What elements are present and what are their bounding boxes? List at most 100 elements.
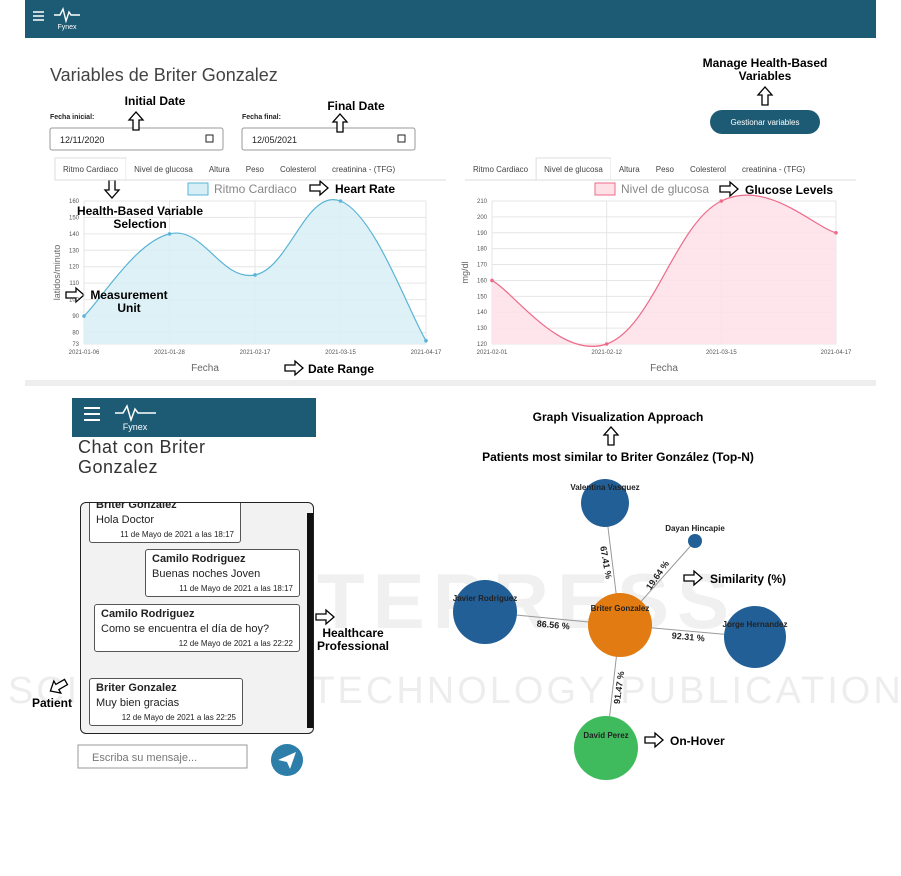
node-label: Javier Rodriguez [453,594,517,603]
chat-message: Camilo Rodriguez Buenas noches Joven 11 de… [145,549,300,597]
message-sender: Briter Gonzalez [96,682,177,694]
tab[interactable] [324,158,404,180]
tab-label[interactable]: Peso [246,165,265,174]
y-tick-label: 130 [69,248,80,254]
calendar-icon[interactable] [397,134,406,143]
area [492,195,836,347]
point [834,230,838,235]
x-axis-label: Fecha [650,363,678,374]
graph-node[interactable] [588,593,652,657]
tab-label[interactable]: Nivel de glucosa [544,165,603,174]
date-value: 12/11/2020 [60,135,104,145]
y-tick-label: 120 [69,265,80,271]
y-tick-label: 190 [477,231,488,237]
tab-label[interactable]: Altura [619,165,640,174]
legend-swatch [187,182,209,196]
tab-label[interactable]: Colesterol [280,165,316,174]
tab-label[interactable]: Nivel de glucosa [134,165,193,174]
y-axis-label: mg/dl [460,261,470,283]
point [424,338,428,343]
legend-label: Nivel de glucosa [621,182,709,196]
node-label: Dayan Hincapie [665,524,725,533]
tab[interactable] [734,158,814,180]
tab[interactable] [681,158,734,180]
arrow-icon [49,678,69,694]
logo-icon [115,404,156,423]
annotation: Date Range [308,362,374,376]
tab[interactable] [465,158,537,180]
graph-node[interactable] [453,580,517,644]
graph-node[interactable] [574,716,638,780]
y-tick-label: 210 [477,199,488,205]
menu-icon[interactable] [84,407,100,421]
annotation: Initial Date [125,94,186,108]
y-tick-label: 80 [72,330,79,336]
message-sender: Briter Gonzalez [96,502,177,511]
node-label: Valentina Vasquez [570,483,639,492]
x-tick-label: 2021-02-01 [477,350,508,356]
line [83,198,427,342]
message-input[interactable] [77,744,248,769]
annotation: Healthcare Professional [316,626,390,653]
calendar-icon[interactable] [205,134,214,143]
line [491,194,837,347]
manage-button[interactable] [710,110,820,134]
date-input[interactable] [241,127,416,151]
tab[interactable] [271,158,324,180]
x-tick-label: 2021-03-15 [706,350,737,356]
tab[interactable] [610,158,648,180]
button-label[interactable]: Gestionar variables [731,118,800,127]
x-tick-label: 2021-01-28 [154,350,185,356]
menu-icon[interactable] [33,11,44,21]
tab-label[interactable]: Colesterol [690,165,726,174]
message-time: 11 de Mayo de 2021 a las 18:17 [120,530,234,539]
tab[interactable] [200,158,238,180]
arrow-icon [65,286,85,304]
graph-node[interactable] [581,479,629,527]
annotation: Similarity (%) [710,572,786,586]
point [719,199,724,203]
tab-label[interactable]: creatinina - (TFG) [742,165,805,174]
tab-label[interactable]: Altura [209,165,230,174]
edge-label: 91.47 % [612,671,626,705]
annotation: Patient [32,696,72,710]
chat-title: Chat con Briter Gonzalez [78,437,206,477]
message-text: Buenas noches Joven [152,568,261,580]
annotation: Graph Visualization Approach [533,410,704,424]
scrollbar[interactable] [307,513,313,728]
graph-node[interactable] [724,606,786,668]
tab-label[interactable]: Ritmo Cardiaco [63,165,119,174]
chat-message: Camilo Rodriguez Como se encuentra el día… [94,604,300,652]
tab-label[interactable]: creatinina - (TFG) [332,165,395,174]
annotation: Heart Rate [335,182,395,196]
y-tick-label: 140 [477,310,488,316]
tab[interactable] [647,158,682,180]
node-label: Briter Gonzalez [591,604,650,613]
x-tick-label: 2021-02-17 [240,350,271,356]
arrow-icon [309,179,329,197]
tab[interactable] [237,158,272,180]
message-time: 12 de Mayo de 2021 a las 22:22 [178,639,293,648]
arrow-icon [103,179,121,199]
tab-label[interactable]: Ritmo Cardiaco [473,165,529,174]
chat-box: Briter Gonzalez Hola Doctor 11 de Mayo de … [80,502,314,734]
tab[interactable] [126,158,201,180]
y-tick-label: 130 [477,326,488,332]
point [338,199,343,203]
x-tick-label: 2021-03-15 [325,350,356,356]
input-placeholder[interactable]: Escriba su mensaje... [92,752,197,764]
x-tick-label: 2021-02-12 [591,350,622,356]
message-time: 11 de Mayo de 2021 a las 18:17 [179,584,293,593]
message-text: Muy bien gracias [96,697,180,709]
graph-node[interactable] [688,534,702,548]
message-text: Hola Doctor [96,514,155,526]
y-tick-label: 73 [72,342,79,348]
point [167,232,172,236]
page-title: Variables de Briter Gonzalez [50,65,278,85]
node-label: David Perez [583,731,628,740]
field-label: Fecha final: [242,114,281,121]
annotation: Glucose Levels [745,183,833,197]
arrow-icon [756,86,774,106]
arrow-icon [644,731,664,749]
tab-label[interactable]: Peso [656,165,675,174]
